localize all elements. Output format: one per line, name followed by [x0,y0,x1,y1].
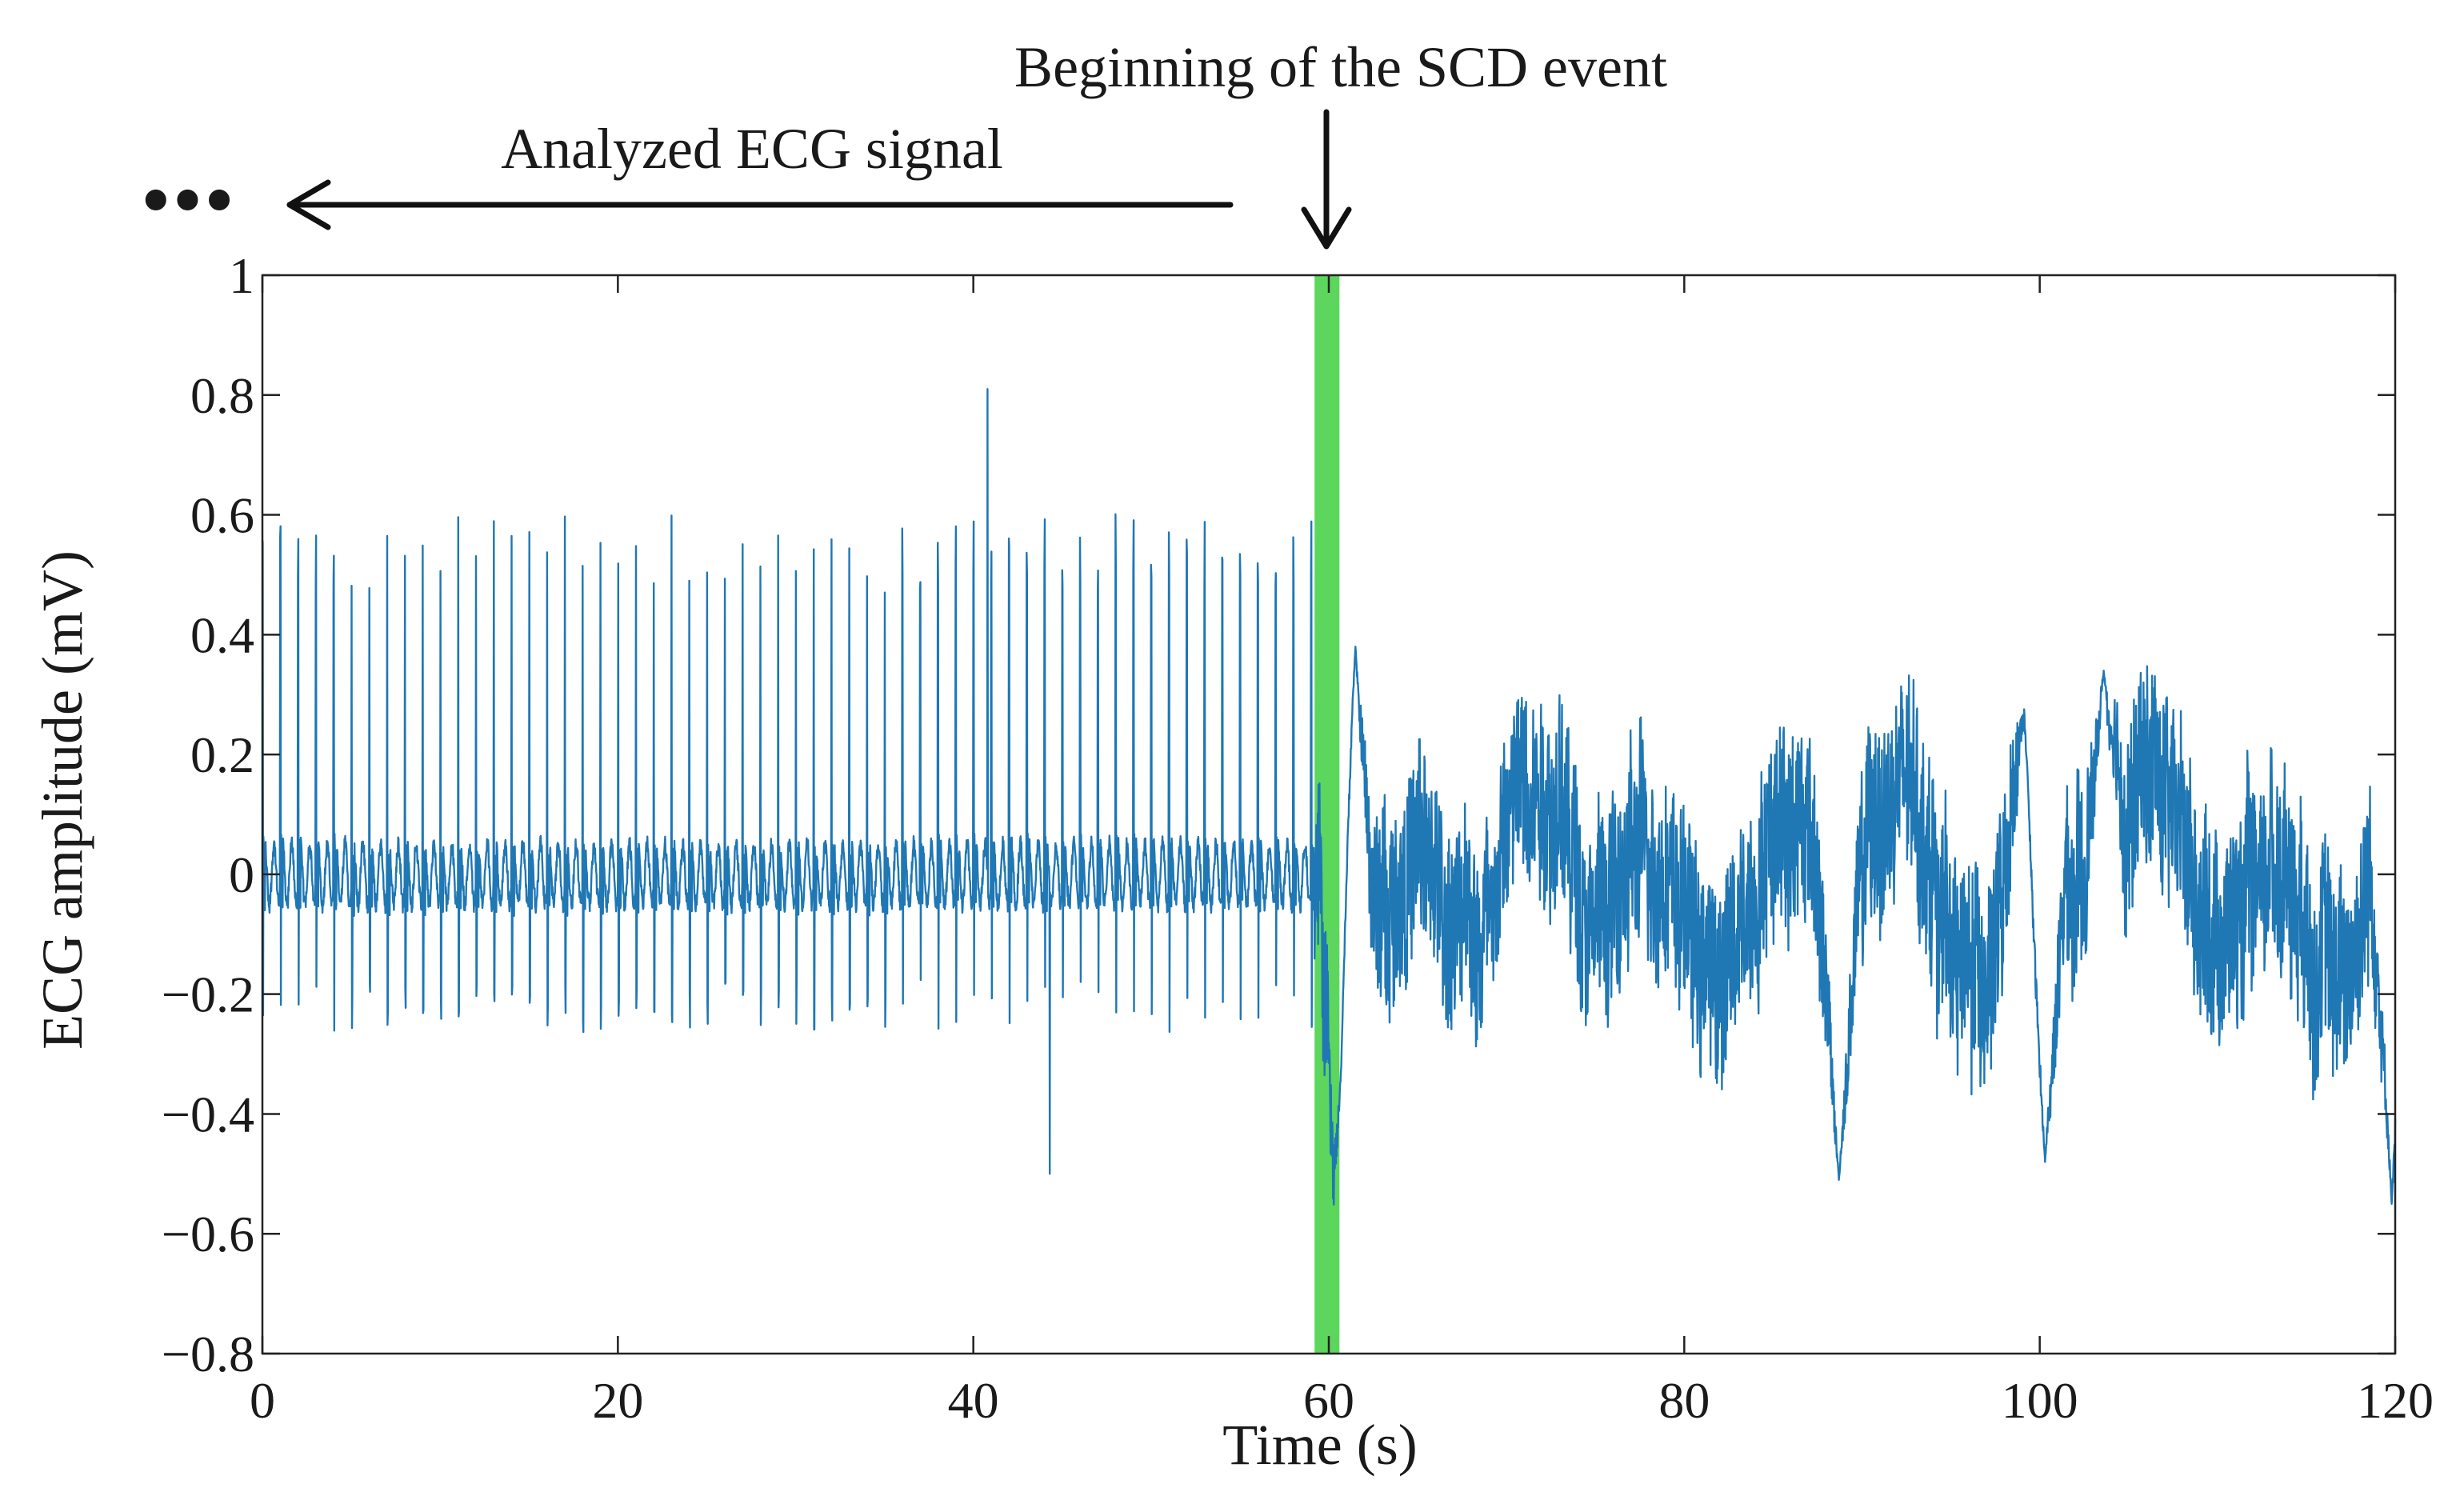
x-tick-label: 60 [1303,1372,1354,1429]
x-tick-label: 0 [250,1372,275,1429]
x-tick-label: 120 [2357,1372,2434,1429]
y-tick-label: −0.4 [162,1086,254,1142]
analyzed-ecg-left-arrow [286,179,1234,230]
y-tick-label: −0.2 [162,966,254,1023]
y-tick-label: 1 [229,247,254,304]
y-tick-label: −0.6 [162,1206,254,1262]
y-axis-ticks: −0.8 −0.6 −0.4 −0.2 0 0.2 0.4 0.6 0.8 1 [162,247,2395,1382]
x-tick-label: 40 [948,1372,999,1429]
x-tick-label: 80 [1658,1372,1710,1429]
y-tick-label: −0.8 [162,1326,254,1382]
x-tick-label: 20 [592,1372,643,1429]
y-tick-label: 0.4 [190,606,254,663]
analyzed-ecg-annotation: Analyzed ECG signal [501,117,1003,181]
ellipsis-annotation: ••• [142,157,238,242]
x-axis-ticks: 0 20 40 60 80 100 120 [250,275,2434,1429]
y-axis-title: ECG amplitude (mV) [30,550,94,1050]
scd-event-down-arrow [1301,109,1352,250]
y-tick-label: 0.2 [190,726,254,783]
y-tick-label: 0.8 [190,367,254,424]
y-tick-label: 0 [229,846,254,903]
y-tick-label: 0.6 [190,487,254,544]
x-tick-label: 100 [2002,1372,2078,1429]
scd-event-annotation: Beginning of the SCD event [1014,35,1667,99]
x-axis-title: Time (s) [1222,1413,1417,1477]
ecg-signal-line [261,388,2397,1206]
